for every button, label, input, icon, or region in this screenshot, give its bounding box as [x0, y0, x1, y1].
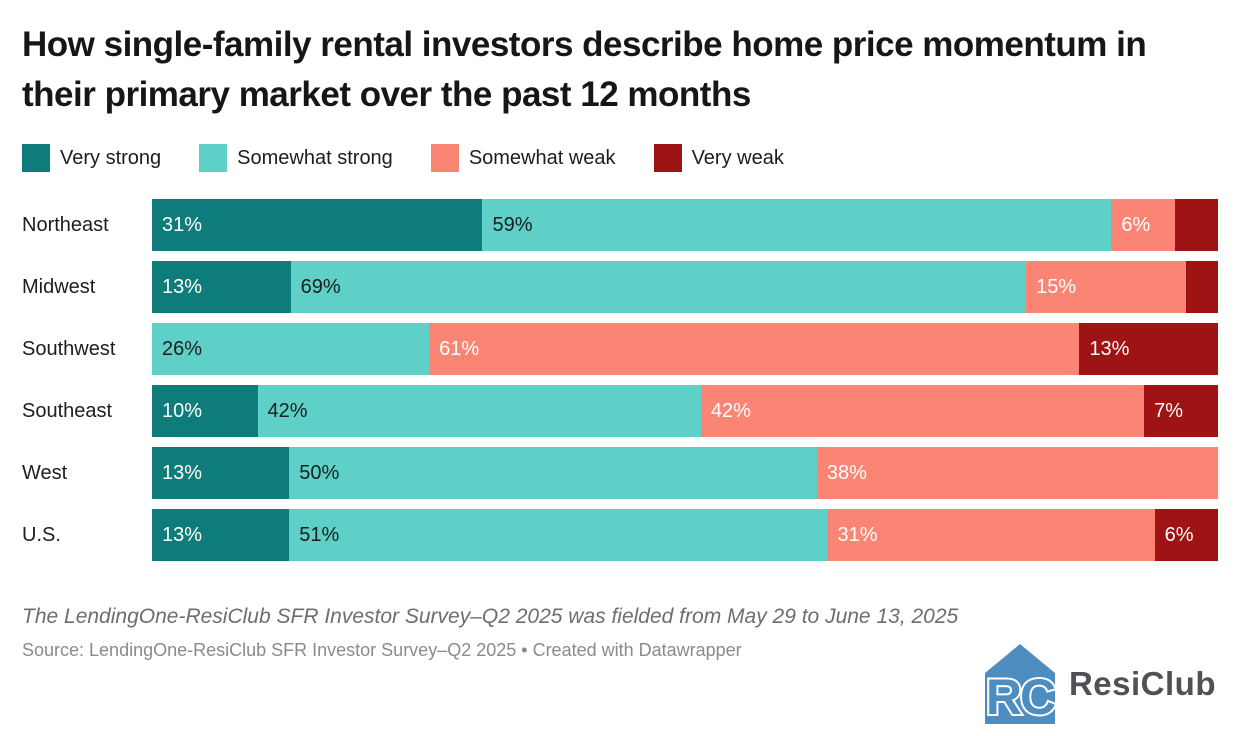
bar-segment-somewhat-strong[interactable]: 26% [152, 323, 430, 375]
legend-label: Very strong [60, 146, 162, 169]
bar-segment-somewhat-weak[interactable]: 42% [700, 385, 1145, 437]
segment-value-label: 50% [299, 461, 340, 484]
source-line: Source: LendingOne-ResiClub SFR Investor… [22, 640, 742, 660]
bar-segment-very-strong[interactable]: 13% [152, 261, 291, 313]
bar-segment-somewhat-weak[interactable]: 15% [1026, 261, 1187, 313]
bar-row-midwest: Midwest 13% 69% 15% [22, 261, 1219, 313]
logo-text: ResiClub [1068, 665, 1216, 702]
bar-row-west: West 13% 50% 38% [22, 447, 1218, 499]
segment-value-label: 15% [1036, 275, 1077, 298]
legend-label: Somewhat weak [468, 146, 616, 169]
bar-segment-somewhat-weak[interactable]: 61% [429, 323, 1080, 375]
segment-value-label: 69% [300, 275, 341, 298]
bar-segment-somewhat-weak[interactable]: 31% [827, 509, 1155, 561]
page-title: How single-family rental investors descr… [22, 25, 1147, 114]
segment-value-label: 31% [837, 523, 878, 546]
segment-value-label: 31% [162, 213, 203, 236]
category-label: Northeast [22, 213, 109, 236]
bar-segment-very-strong[interactable]: 31% [152, 199, 483, 251]
legend-item-very-strong: Very strong [22, 144, 161, 172]
stacked-bar-chart: Northeast 31% 59% 6% Midwest 13% 69% 15%… [22, 199, 1219, 561]
bar-segment-somewhat-weak[interactable]: 6% [1111, 199, 1176, 251]
resiclub-house-icon: RC [984, 644, 1055, 724]
chart-note: The LendingOne-ResiClub SFR Investor Sur… [22, 605, 959, 628]
segment-value-label: 42% [267, 399, 308, 422]
segment-value-label: 42% [710, 399, 751, 422]
stacked-bar: 13% 69% 15% [152, 261, 1219, 313]
legend-swatch-somewhat-weak [430, 144, 459, 172]
legend-label: Very weak [691, 146, 784, 169]
segment-value-label: 59% [492, 213, 533, 236]
legend-swatch-very-weak [653, 144, 682, 172]
segment-value-label: 6% [1121, 213, 1151, 236]
category-label: Southwest [22, 337, 116, 360]
bar-segment-very-weak[interactable]: 6% [1154, 509, 1218, 561]
bar-segment-very-strong[interactable]: 13% [152, 447, 290, 499]
bar-row-northeast: Northeast 31% 59% 6% [22, 199, 1218, 251]
legend-swatch-very-strong [22, 144, 50, 172]
bar-segment-very-strong[interactable]: 13% [152, 509, 290, 561]
category-label: U.S. [22, 523, 61, 546]
bar-segment-very-weak[interactable] [1186, 261, 1219, 313]
legend-item-very-weak: Very weak [653, 144, 784, 172]
bar-segment-somewhat-strong[interactable]: 50% [289, 447, 817, 499]
stacked-bar: 13% 51% 31% 6% [152, 509, 1218, 561]
bar-segment-somewhat-strong[interactable]: 69% [290, 261, 1027, 313]
segment-value-label: 6% [1164, 523, 1194, 546]
bar-segment-somewhat-strong[interactable]: 51% [289, 509, 828, 561]
category-label: Southeast [22, 399, 113, 422]
segment-value-label: 7% [1154, 399, 1184, 422]
segment-value-label: 13% [162, 275, 203, 298]
bar-row-southeast: Southeast 10% 42% 42% 7% [22, 385, 1218, 437]
bar-segment-very-weak[interactable] [1175, 199, 1218, 251]
bar-segment-somewhat-weak[interactable]: 38% [816, 447, 1218, 499]
legend: Very strong Somewhat strong Somewhat wea… [22, 144, 1218, 172]
bar-segment-very-weak[interactable]: 7% [1144, 385, 1218, 437]
bar-segment-very-strong[interactable]: 10% [152, 385, 258, 437]
segment-value-label: 61% [439, 337, 480, 360]
segment-value-label: 13% [1089, 337, 1130, 360]
stacked-bar: 26% 61% 13% [152, 323, 1218, 375]
legend-item-somewhat-weak: Somewhat weak [430, 144, 616, 172]
resiclub-logo: RC ResiClub [984, 644, 1216, 724]
logo-monogram: RC [986, 669, 1055, 724]
category-label: West [22, 461, 68, 484]
stacked-bar: 13% 50% 38% [152, 447, 1218, 499]
bar-segment-somewhat-strong[interactable]: 59% [482, 199, 1112, 251]
segment-value-label: 26% [162, 337, 203, 360]
segment-value-label: 38% [826, 461, 867, 484]
legend-item-somewhat-strong: Somewhat strong [199, 144, 393, 172]
segment-value-label: 10% [162, 399, 203, 422]
bar-segment-somewhat-strong[interactable]: 42% [257, 385, 701, 437]
bar-row-us: U.S. 13% 51% 31% 6% [22, 509, 1218, 561]
segment-value-label: 13% [162, 523, 203, 546]
legend-swatch-somewhat-strong [199, 144, 228, 172]
segment-value-label: 13% [162, 461, 203, 484]
stacked-bar: 10% 42% 42% 7% [152, 385, 1218, 437]
bar-row-southwest: Southwest 26% 61% 13% [22, 323, 1218, 375]
bar-segment-very-weak[interactable]: 13% [1079, 323, 1218, 375]
stacked-bar: 31% 59% 6% [152, 199, 1218, 251]
legend-label: Somewhat strong [237, 146, 393, 169]
category-label: Midwest [22, 275, 96, 298]
segment-value-label: 51% [299, 523, 340, 546]
